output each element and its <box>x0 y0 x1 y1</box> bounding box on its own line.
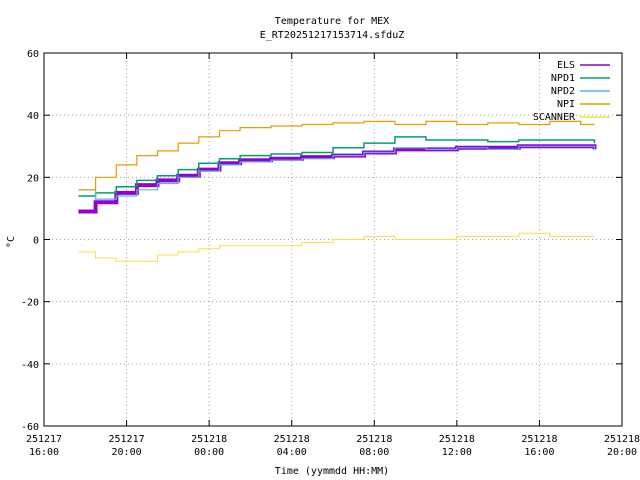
x-tick-date-label: 251218 <box>356 434 392 445</box>
y-tick-label: 60 <box>27 49 39 60</box>
x-tick-date-label: 251218 <box>191 434 227 445</box>
x-tick-date-label: 251218 <box>439 434 475 445</box>
series-npd1-line <box>78 136 596 197</box>
y-tick-label: 40 <box>27 111 39 122</box>
plot-border <box>43 52 623 427</box>
x-tick-time-label: 08:00 <box>359 447 389 458</box>
y-tick-label: -20 <box>21 298 39 309</box>
x-tick-labels: 251217 16:00 251217 20:00 251218 00:00 251218 0… <box>26 434 640 458</box>
series-scanner-line <box>78 232 595 262</box>
x-axis-label: Time (yymmdd HH:MM) <box>275 466 389 477</box>
y-tick-label: -40 <box>21 360 39 371</box>
legend-label: SCANNER <box>533 112 576 123</box>
x-tick-date-label: 251217 <box>109 434 145 445</box>
x-tick-time-label: 16:00 <box>29 447 59 458</box>
series-npi-line <box>78 120 595 191</box>
x-tick-time-label: 00:00 <box>194 447 224 458</box>
legend-label: NPD2 <box>551 86 575 97</box>
x-tick-time-label: 04:00 <box>277 447 307 458</box>
y-tick-label: -60 <box>21 422 39 433</box>
x-tick-time-label: 12:00 <box>442 447 472 458</box>
y-tick-label: 20 <box>27 173 39 184</box>
x-tick-date-label: 251218 <box>274 434 310 445</box>
chart-subtitle: E_RT20251217153714.sfduZ <box>260 30 405 41</box>
series-npd2-line <box>78 145 596 200</box>
x-tick-date-label: 251217 <box>26 434 62 445</box>
legend-label: NPD1 <box>551 73 575 84</box>
y-tick-label: 0 <box>33 236 39 247</box>
x-tick-date-label: 251218 <box>521 434 557 445</box>
y-axis-label: °C <box>6 236 17 248</box>
y-tick-labels: -60 -40 -20 0 20 40 60 <box>21 49 39 433</box>
x-tick-date-label: 251218 <box>604 434 640 445</box>
x-tick-time-label: 16:00 <box>524 447 554 458</box>
legend-label: ELS <box>557 60 575 71</box>
legend: ELS NPD1 NPD2 NPI SCANNER <box>533 60 610 123</box>
series-lines <box>78 120 597 262</box>
legend-label: NPI <box>557 99 575 110</box>
x-tick-time-label: 20:00 <box>112 447 142 458</box>
x-tick-time-label: 20:00 <box>607 447 637 458</box>
chart-title: Temperature for MEX <box>275 16 389 27</box>
